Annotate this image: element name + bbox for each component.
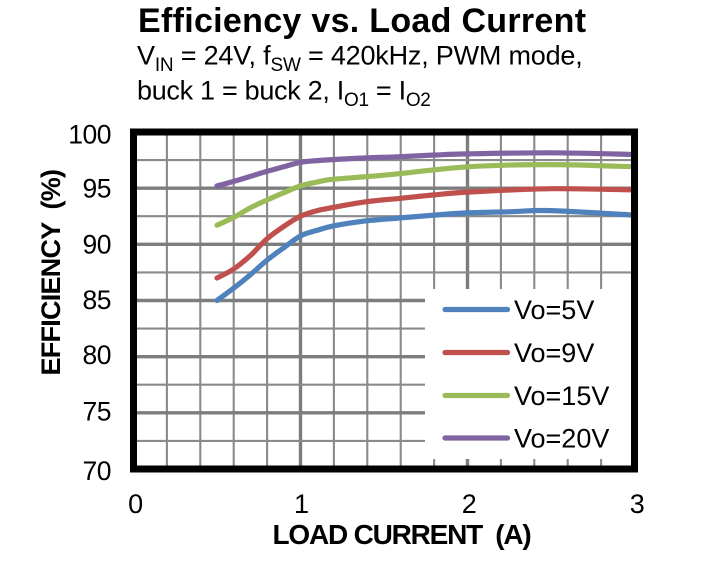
svg-text:Vo=9V: Vo=9V [514,338,594,368]
svg-text:75: 75 [83,397,111,427]
svg-text:Vo=5V: Vo=5V [514,295,594,325]
svg-text:0: 0 [128,489,143,519]
svg-text:VIN = 24V, fSW = 420kHz, PWM m: VIN = 24V, fSW = 420kHz, PWM mode, [137,41,583,77]
svg-text:2: 2 [462,489,477,519]
svg-text:100: 100 [68,119,111,149]
svg-text:3: 3 [630,489,645,519]
svg-text:90: 90 [83,229,111,259]
svg-text:Efficiency vs. Load Current: Efficiency vs. Load Current [138,2,586,40]
svg-text:Vo=15V: Vo=15V [514,381,609,411]
svg-text:Vo=20V: Vo=20V [514,423,609,453]
svg-text:70: 70 [83,456,111,486]
svg-text:LOAD CURRENT (A): LOAD CURRENT (A) [272,519,530,550]
svg-text:85: 85 [83,285,111,315]
svg-text:95: 95 [83,173,111,203]
svg-text:EFFICIENCY (%): EFFICIENCY (%) [36,170,66,376]
svg-text:buck 1 = buck 2, IO1 = IO2: buck 1 = buck 2, IO1 = IO2 [137,76,431,112]
svg-text:1: 1 [294,489,309,519]
svg-text:80: 80 [83,340,111,370]
